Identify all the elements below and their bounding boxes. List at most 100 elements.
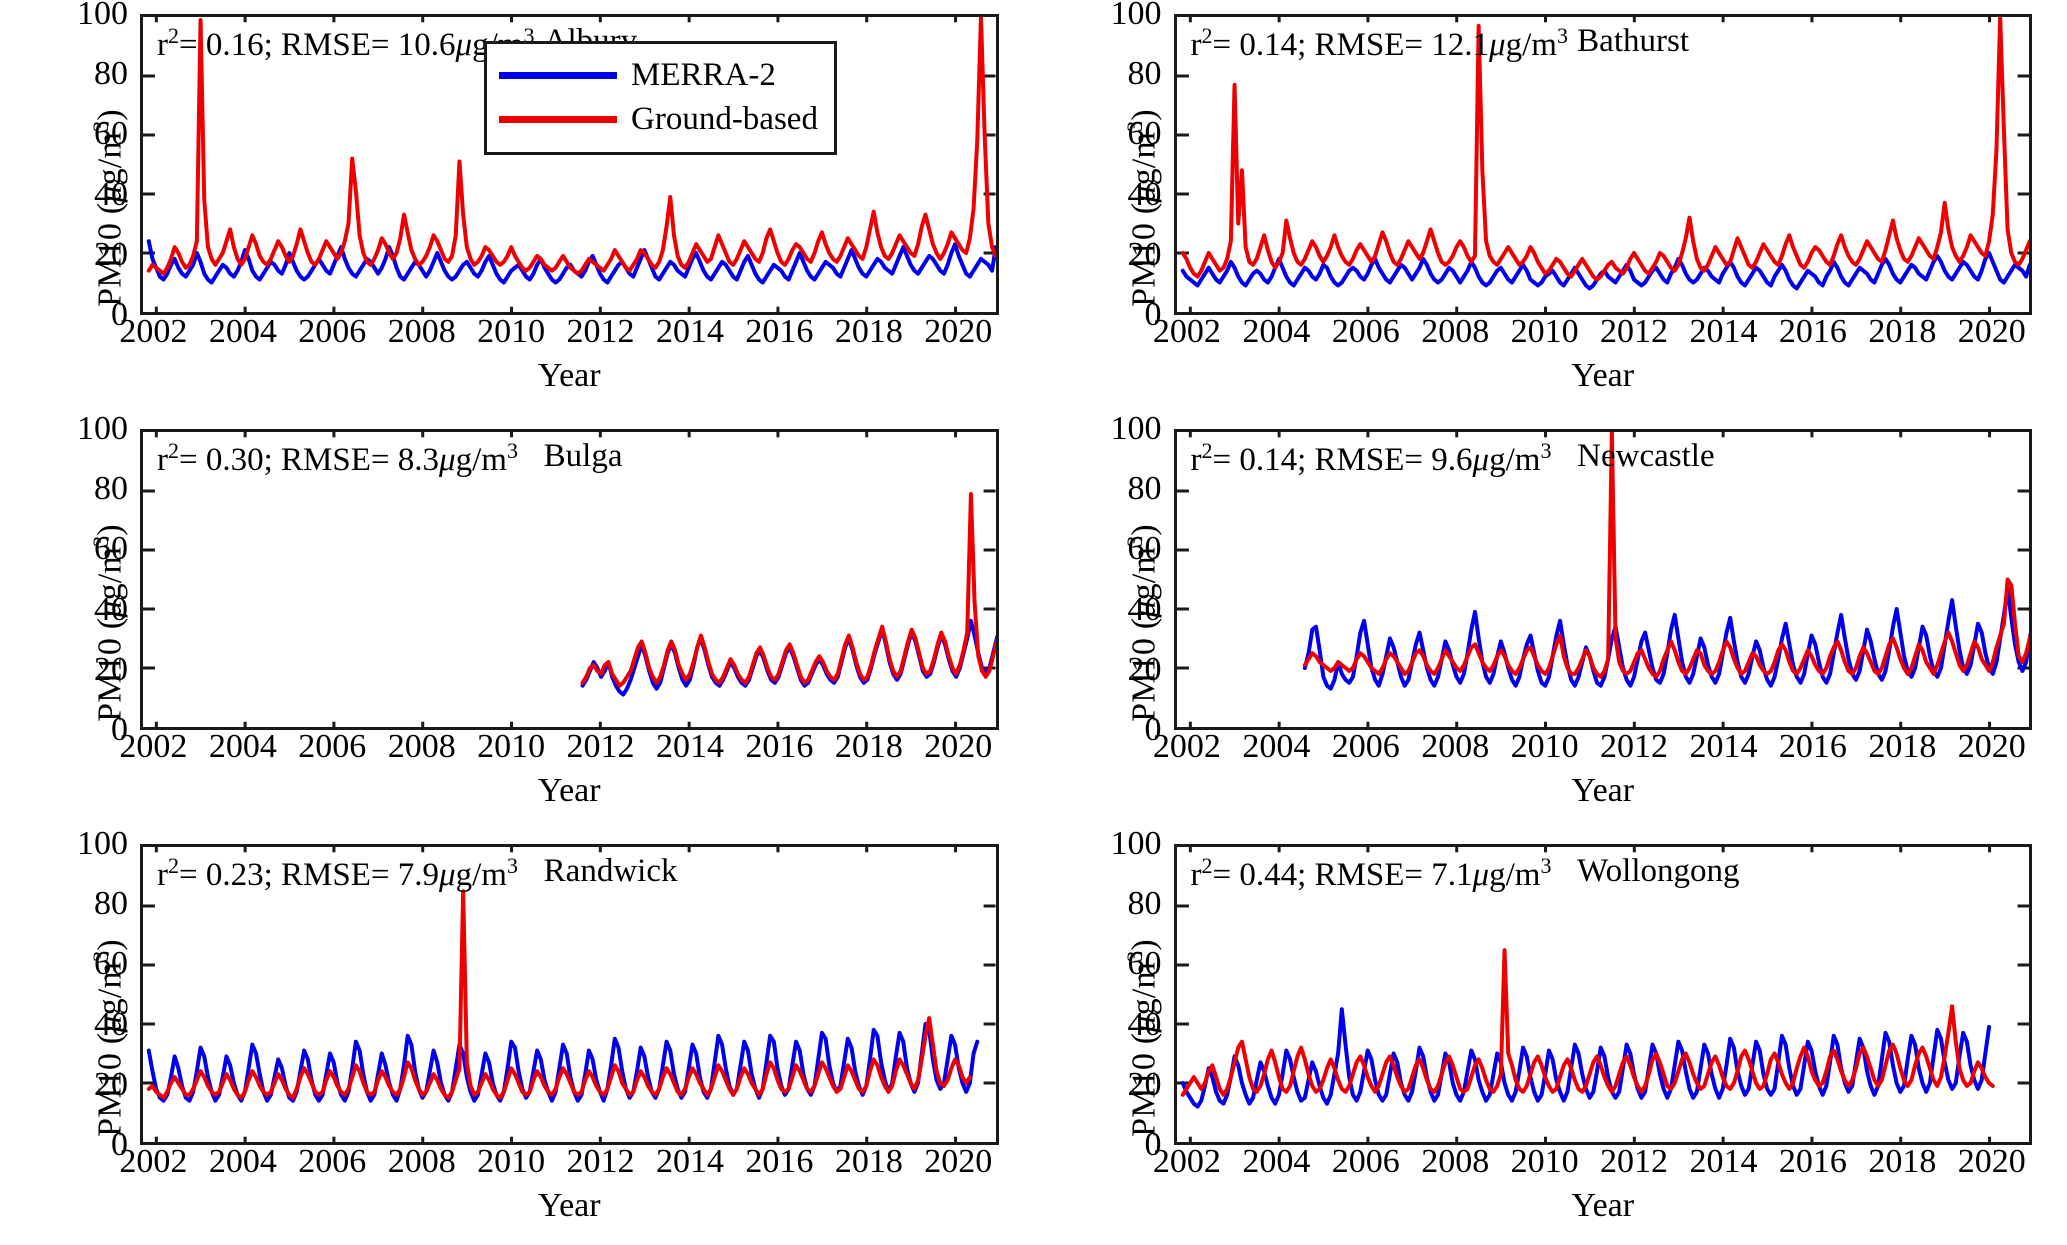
y-tick-labels: 0 20 40 60 80 100 <box>1034 410 1174 748</box>
y-tick-20: 20 <box>1127 235 1162 273</box>
x-tick-2020: 2020 <box>924 728 993 765</box>
x-tick-2008: 2008 <box>387 1143 456 1180</box>
x-tick-2016: 2016 <box>1778 313 1847 350</box>
stats-annotation: r2= 0.14; RMSE= 9.6μg/m3 <box>1190 438 1552 478</box>
y-tick-0: 0 <box>111 711 128 748</box>
x-tick-2002: 2002 <box>1152 313 1221 350</box>
legend-swatch-line <box>499 116 617 124</box>
y-tick-labels: 0 20 40 60 80 100 <box>0 0 140 333</box>
axes-box: r2= 0.14; RMSE= 9.6μg/m3 Newcastle <box>1173 429 2032 730</box>
stats-annotation: r2= 0.30; RMSE= 8.3μg/m3 <box>157 438 518 478</box>
y-tick-80: 80 <box>1127 885 1162 923</box>
x-tick-2006: 2006 <box>1331 728 1400 765</box>
x-tick-2014: 2014 <box>655 728 724 765</box>
axes-box: r2= 0.16; RMSE= 10.6μg/m3AlburyMERRA-2Gr… <box>140 14 999 315</box>
x-tick-2006: 2006 <box>298 1143 367 1180</box>
site-title: Newcastle <box>1577 438 1715 474</box>
y-tick-100: 100 <box>1110 825 1162 862</box>
legend-item-merra-2: MERRA-2 <box>499 54 818 98</box>
y-tick-40: 40 <box>94 590 128 628</box>
x-tick-2010: 2010 <box>1510 728 1579 765</box>
series-canvas <box>1177 17 2030 312</box>
series-line-ground-based <box>149 891 970 1098</box>
x-tick-2002: 2002 <box>119 313 188 350</box>
y-tick-80: 80 <box>94 55 128 93</box>
y-tick-60: 60 <box>94 530 128 568</box>
x-tick-2008: 2008 <box>1421 1143 1490 1180</box>
plot-area: r2= 0.44; RMSE= 7.1μg/m3 Wollongong <box>1173 844 2032 1145</box>
y-tick-100: 100 <box>77 825 128 862</box>
x-axis-label: Year <box>1571 772 1635 809</box>
chart-panel-bathurst: PM10 (μg/m3) 0 20 40 60 80 100 r2= 0.14; RMSE= … <box>1034 0 2067 415</box>
x-tick-2012: 2012 <box>1600 1143 1669 1180</box>
x-tick-2006: 2006 <box>298 728 367 765</box>
series-line-ground-based <box>1182 950 1992 1095</box>
x-tick-2020: 2020 <box>1957 313 2026 350</box>
y-tick-0: 0 <box>1144 296 1162 333</box>
plot-area: r2= 0.14; RMSE= 12.1μg/m3 Bathurst <box>1173 14 2032 315</box>
series-line-ground-based <box>583 494 996 686</box>
x-tick-2016: 2016 <box>745 313 814 350</box>
x-tick-2012: 2012 <box>566 728 635 765</box>
x-tick-2020: 2020 <box>1957 728 2026 765</box>
stats-annotation: r2= 0.23; RMSE= 7.9μg/m3 <box>157 853 518 893</box>
x-tick-2016: 2016 <box>1778 1143 1847 1180</box>
y-tick-0: 0 <box>111 296 128 333</box>
plot-area: r2= 0.23; RMSE= 7.9μg/m3 Randwick <box>140 844 999 1145</box>
y-tick-labels: 0 20 40 60 80 100 <box>0 410 140 748</box>
x-tick-2006: 2006 <box>1331 1143 1400 1180</box>
x-tick-2018: 2018 <box>834 313 903 350</box>
y-tick-80: 80 <box>94 470 128 508</box>
x-tick-2008: 2008 <box>1421 313 1490 350</box>
axes-box: r2= 0.30; RMSE= 8.3μg/m3 Bulga <box>140 429 999 730</box>
x-tick-2004: 2004 <box>1242 313 1311 350</box>
y-tick-labels: 0 20 40 60 80 100 <box>0 825 140 1163</box>
x-tick-2008: 2008 <box>387 728 456 765</box>
tick-marks <box>143 847 996 1142</box>
y-tick-40: 40 <box>94 175 128 213</box>
legend-label: Ground-based <box>631 101 818 138</box>
x-tick-2012: 2012 <box>566 313 635 350</box>
legend: MERRA-2 Ground-based <box>484 40 837 155</box>
y-tick-100: 100 <box>1110 0 1162 32</box>
y-tick-60: 60 <box>1127 530 1162 568</box>
x-tick-2010: 2010 <box>1510 313 1579 350</box>
series-line-merra-2 <box>1182 253 2029 288</box>
y-tick-100: 100 <box>77 410 128 447</box>
x-tick-2012: 2012 <box>1600 313 1669 350</box>
x-tick-labels: 2002 2004 2006 2008 2010 2012 2014 2016 2018 2020 <box>119 728 999 768</box>
chart-panel-wollongong: PM10 (μg/m3) 0 20 40 60 80 100 r2= 0.44; RMSE= … <box>1034 825 2067 1245</box>
x-tick-2020: 2020 <box>924 1143 993 1180</box>
x-tick-2004: 2004 <box>1242 1143 1311 1180</box>
chart-panel-bulga: PM10 (μg/m3) 0 20 40 60 80 100 r2= 0.30; RMSE= … <box>0 410 1034 830</box>
y-tick-0: 0 <box>1144 711 1162 748</box>
x-tick-2014: 2014 <box>1689 1143 1758 1180</box>
y-tick-60: 60 <box>94 945 128 983</box>
stats-annotation: r2= 0.14; RMSE= 12.1μg/m3 <box>1190 23 1568 63</box>
x-tick-2014: 2014 <box>1689 728 1758 765</box>
chart-panel-randwick: PM10 (μg/m3) 0 20 40 60 80 100 r2= 0.23; RMSE= … <box>0 825 1034 1245</box>
legend-swatch-line <box>499 72 617 80</box>
x-tick-2002: 2002 <box>1152 728 1221 765</box>
x-tick-2002: 2002 <box>119 1143 188 1180</box>
x-tick-2016: 2016 <box>1778 728 1847 765</box>
site-title: Randwick <box>543 853 678 889</box>
x-tick-2014: 2014 <box>655 1143 724 1180</box>
stats-annotation: r2= 0.16; RMSE= 10.6μg/m3 <box>157 23 535 63</box>
series-line-ground-based <box>149 17 996 274</box>
series-canvas <box>1177 432 2030 727</box>
x-tick-2020: 2020 <box>1957 1143 2026 1180</box>
y-tick-80: 80 <box>1127 470 1162 508</box>
x-tick-2020: 2020 <box>924 313 993 350</box>
y-tick-20: 20 <box>1127 650 1162 688</box>
y-tick-20: 20 <box>1127 1065 1162 1103</box>
x-tick-2008: 2008 <box>387 313 456 350</box>
y-tick-100: 100 <box>1110 410 1162 447</box>
series-line-ground-based <box>1182 17 2029 280</box>
series-line-merra-2 <box>1304 588 2029 688</box>
x-tick-2004: 2004 <box>208 728 277 765</box>
x-tick-2012: 2012 <box>1600 728 1669 765</box>
x-tick-labels: 2002 2004 2006 2008 2010 2012 2014 2016 2018 2020 <box>1153 1143 2033 1183</box>
x-tick-2016: 2016 <box>745 1143 814 1180</box>
